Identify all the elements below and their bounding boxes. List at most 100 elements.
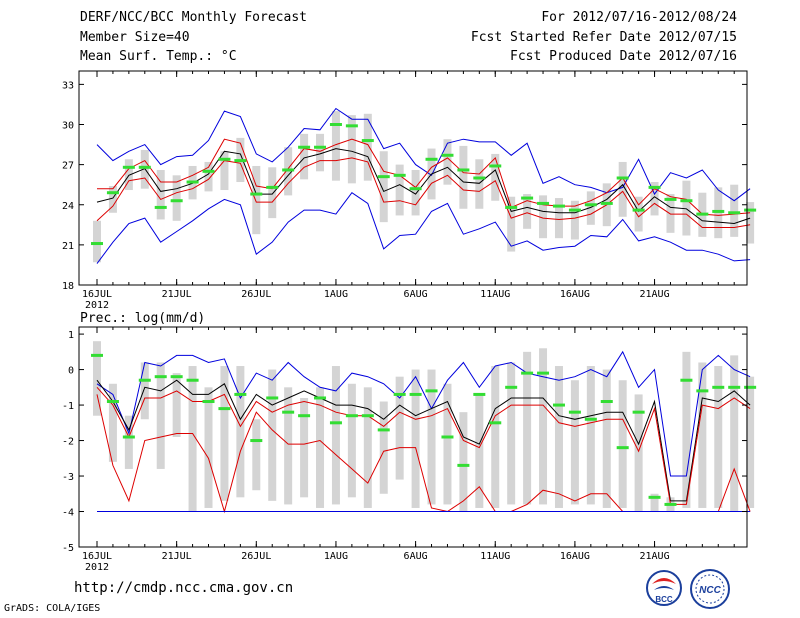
median-marker xyxy=(632,410,645,414)
median-marker xyxy=(393,173,406,177)
median-marker xyxy=(505,385,518,389)
ensemble-box xyxy=(507,196,516,252)
y-tick-label: 21 xyxy=(62,241,74,252)
x-tick-label: 26JUL xyxy=(241,289,271,300)
median-marker xyxy=(298,414,311,418)
median-marker xyxy=(314,396,327,400)
ensemble-box xyxy=(316,387,325,508)
median-marker xyxy=(154,205,167,209)
ensemble-box xyxy=(586,366,595,505)
ensemble-box xyxy=(539,348,548,505)
median-marker xyxy=(744,385,757,389)
ensemble-box xyxy=(507,362,516,505)
x-year-label: 2012 xyxy=(85,562,109,573)
grads-credit: GrADS: COLA/IGES xyxy=(4,603,101,614)
bcc-logo-text: BCC xyxy=(655,595,673,604)
ensemble-box xyxy=(427,369,436,505)
ensemble-box xyxy=(698,362,707,508)
median-marker xyxy=(712,209,725,213)
ensemble-box xyxy=(252,165,261,235)
x-tick-label: 16AUG xyxy=(560,551,590,562)
x-tick-label: 21JUL xyxy=(162,551,192,562)
ensemble-box xyxy=(156,169,165,220)
median-marker xyxy=(728,211,741,215)
ensemble-box xyxy=(682,180,691,236)
ensemble-box xyxy=(634,196,643,232)
variable-label: Mean Surf. Temp.: °C xyxy=(80,49,237,64)
ensemble-box xyxy=(268,369,277,501)
median-marker xyxy=(106,400,119,404)
ensemble-box xyxy=(554,198,563,239)
y-tick-label: 27 xyxy=(62,161,74,172)
median-marker xyxy=(138,165,151,169)
ensemble-box xyxy=(204,161,213,192)
ensemble-box xyxy=(570,380,579,505)
ensemble-box xyxy=(746,202,755,244)
median-marker xyxy=(186,378,199,382)
x-tick-label: 21AUG xyxy=(639,551,669,562)
median-marker xyxy=(202,400,215,404)
ensemble-box xyxy=(220,366,229,501)
series-line-max xyxy=(96,107,751,202)
median-marker xyxy=(282,410,295,414)
x-tick-label: 6AUG xyxy=(404,289,428,300)
ensemble-box xyxy=(395,164,404,216)
ensemble-box xyxy=(475,159,484,209)
median-marker xyxy=(664,197,677,201)
x-tick-label: 16JUL xyxy=(82,551,112,562)
y-tick-label: 30 xyxy=(62,121,74,132)
ensemble-box xyxy=(602,369,611,508)
ensemble-box xyxy=(188,366,197,512)
median-marker xyxy=(106,191,119,195)
ensemble-box xyxy=(316,133,325,172)
ensemble-box xyxy=(554,366,563,508)
median-marker xyxy=(138,378,151,382)
median-marker xyxy=(329,421,342,425)
x-tick-label: 16JUL xyxy=(82,289,112,300)
series-line-min xyxy=(96,192,751,264)
source-url[interactable]: http://cmdp.ncc.cma.gov.cn xyxy=(74,580,294,596)
ensemble-box xyxy=(539,195,548,239)
ensemble-box xyxy=(363,113,372,181)
median-marker xyxy=(425,389,438,393)
median-marker xyxy=(441,435,454,439)
median-marker xyxy=(234,392,247,396)
ensemble-box xyxy=(172,175,181,221)
x-tick-label: 1AUG xyxy=(324,289,348,300)
ensemble-box xyxy=(300,397,309,498)
x-tick-label: 11AUG xyxy=(480,289,510,300)
median-marker xyxy=(600,400,613,404)
ensemble-box xyxy=(379,401,388,494)
ensemble-box xyxy=(459,145,468,209)
median-marker xyxy=(648,495,661,499)
ensemble-box xyxy=(491,366,500,508)
y-tick-label: -2 xyxy=(62,437,74,448)
median-marker xyxy=(345,124,358,128)
ensemble-box xyxy=(443,383,452,505)
median-marker xyxy=(409,187,422,191)
median-marker xyxy=(266,396,279,400)
y-tick-label: 18 xyxy=(62,281,74,292)
median-marker xyxy=(441,153,454,157)
median-marker xyxy=(377,428,390,432)
median-marker xyxy=(552,403,565,407)
median-marker xyxy=(122,435,135,439)
ensemble-box xyxy=(300,133,309,180)
series-line-mean xyxy=(96,379,751,502)
median-marker xyxy=(377,175,390,179)
median-marker xyxy=(505,205,518,209)
fcst-started-date: Fcst Started Refer Date 2012/07/15 xyxy=(470,30,737,45)
y-tick-label: -5 xyxy=(62,543,74,554)
median-marker xyxy=(537,201,550,205)
median-marker xyxy=(600,201,613,205)
ensemble-box xyxy=(363,387,372,508)
ensemble-box xyxy=(108,186,117,213)
bcc-logo-icon: BCC xyxy=(644,570,684,612)
x-tick-label: 21AUG xyxy=(639,289,669,300)
median-marker xyxy=(648,185,661,189)
median-marker xyxy=(361,139,374,143)
ensemble-box xyxy=(730,184,739,237)
y-tick-label: -3 xyxy=(62,472,74,483)
median-marker xyxy=(91,353,103,357)
ensemble-box xyxy=(586,191,595,225)
